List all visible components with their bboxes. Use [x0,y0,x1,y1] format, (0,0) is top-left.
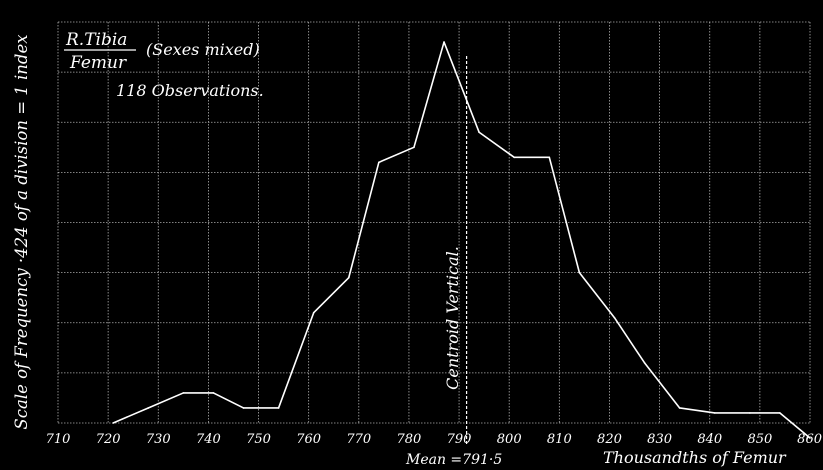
data-point [347,276,350,279]
data-point [779,412,781,414]
grid [57,21,811,424]
mean-label: Mean =791·5 [405,452,502,468]
data-point [478,131,480,134]
series-line [112,41,811,439]
data-point [578,271,581,274]
data-point [212,392,215,394]
data-point [713,412,716,414]
x-tick-label: 820 [597,432,622,447]
x-tick-label: 710 [46,432,71,447]
x-tick-label: 840 [697,432,722,447]
data-point [613,316,616,319]
x-tick-label: 800 [497,432,522,447]
data-point [112,422,114,424]
data-point [513,156,516,159]
data-point [277,407,280,409]
x-tick-label: 850 [747,432,772,447]
x-tick-label: 770 [346,432,371,447]
x-tick-label: 860 [797,432,822,447]
x-axis-label: Thousandths of Femur [603,448,787,467]
data-point [678,407,681,409]
title-note: (Sexes mixed) [146,40,260,59]
x-tick-label: 830 [647,432,672,447]
data-point [643,362,646,364]
data-point [413,146,415,149]
observations-label: 118 Observations. [116,81,264,100]
data-point [182,392,185,394]
data-point [242,407,245,409]
x-tick-labels: 710 720 730 740 750 760 770 780 790 800 810 820 830 8… [46,432,822,447]
x-tick-label: 720 [96,432,121,447]
data-point [548,156,551,159]
title-numerator: R.Tibia [65,30,127,50]
title-denominator: Femur [69,53,127,73]
x-tick-label: 780 [397,432,422,447]
data-point [378,161,380,164]
data-point [443,41,445,43]
x-tick-label: 790 [447,432,472,447]
y-axis-label: Scale of Frequency ·424 of a division = … [12,34,31,430]
data-point [147,407,150,409]
x-tick-label: 760 [296,432,321,447]
data-point [312,311,315,314]
x-tick-label: 810 [547,432,572,447]
x-tick-label: 750 [246,432,271,447]
x-tick-label: 730 [146,432,171,447]
centroid-vertical-label: Centroid Vertical. [443,246,462,390]
data-point [809,437,811,439]
x-tick-label: 740 [196,432,221,447]
data-point [749,412,751,414]
